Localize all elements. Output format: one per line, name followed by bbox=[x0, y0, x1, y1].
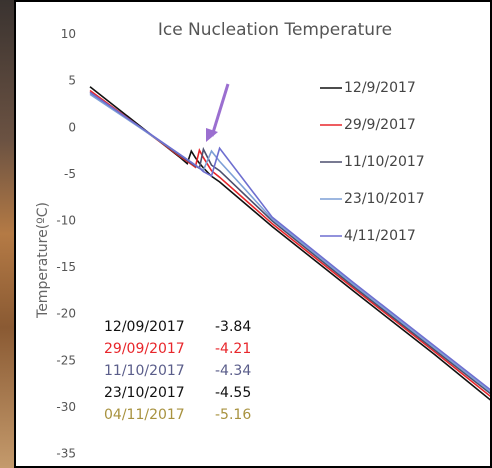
table-value: -4.34 bbox=[215, 363, 251, 379]
y-tick-label: 5 bbox=[68, 74, 76, 88]
annotation-arrowhead bbox=[206, 128, 218, 142]
table-value: -5.16 bbox=[215, 407, 251, 423]
y-tick-label: 0 bbox=[68, 120, 76, 134]
y-tick-label: 10 bbox=[61, 27, 76, 41]
nucleation-table: 12/09/2017 -3.84 29/09/2017 -4.21 11/10/2017… bbox=[104, 319, 251, 423]
table-date: 23/10/2017 bbox=[104, 385, 185, 401]
legend-label: 29/9/2017 bbox=[344, 117, 416, 133]
table-date: 11/10/2017 bbox=[104, 363, 185, 379]
table-value: -4.21 bbox=[215, 341, 251, 357]
y-tick-label: -35 bbox=[56, 447, 76, 461]
legend-label: 23/10/2017 bbox=[344, 191, 425, 207]
legend-label: 11/10/2017 bbox=[344, 154, 425, 170]
y-tick-label: -30 bbox=[56, 400, 76, 414]
plot-area bbox=[89, 86, 490, 401]
chart-title: Ice Nucleation Temperature bbox=[158, 20, 392, 40]
y-tick-label: -20 bbox=[56, 307, 76, 321]
series-line bbox=[89, 89, 490, 398]
table-date: 04/11/2017 bbox=[104, 407, 185, 423]
annotation-arrow bbox=[210, 83, 230, 137]
y-tick-label: -5 bbox=[64, 167, 76, 181]
legend-label: 12/9/2017 bbox=[344, 80, 416, 96]
series-line bbox=[89, 91, 490, 391]
legend-label: 4/11/2017 bbox=[344, 228, 416, 244]
background-photo bbox=[0, 0, 16, 468]
table-date: 29/09/2017 bbox=[104, 341, 185, 357]
y-tick-label: -10 bbox=[56, 214, 76, 228]
series-line bbox=[89, 86, 490, 401]
y-axis-label: Temperature(ºC) bbox=[35, 202, 51, 319]
table-date: 12/09/2017 bbox=[104, 319, 185, 335]
chart-frame bbox=[14, 0, 492, 468]
table-value: -3.84 bbox=[215, 319, 251, 335]
y-tick-label: -15 bbox=[56, 260, 76, 274]
y-tick-label: -25 bbox=[56, 353, 76, 367]
legend: 12/9/2017 29/9/2017 11/10/2017 23/10/2017 4/… bbox=[320, 80, 425, 244]
table-value: -4.55 bbox=[215, 385, 251, 401]
